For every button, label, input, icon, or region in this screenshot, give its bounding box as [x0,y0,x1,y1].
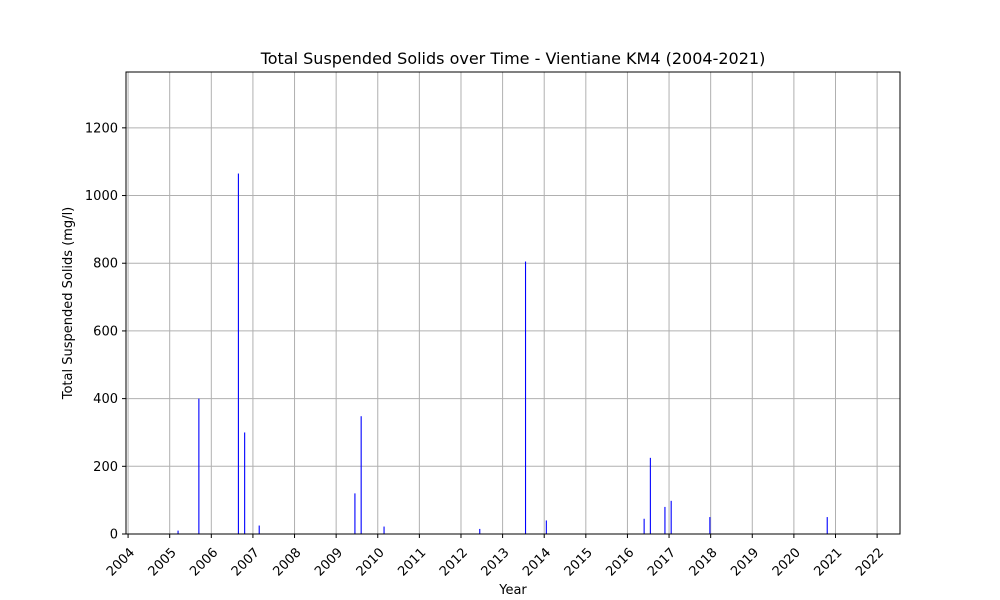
bar [649,457,651,534]
plot-frame [125,71,901,535]
bar [177,530,179,534]
bar [244,432,246,534]
x-tick-label: 2016 [603,545,637,579]
y-tick-label: 400 [93,392,118,407]
y-tick-label: 200 [93,460,118,475]
x-tick-label: 2010 [354,545,388,579]
y-axis-label: Total Suspended Solids (mg/l) [61,207,76,401]
x-tick-label: 2020 [770,545,804,579]
plot-background [126,72,900,534]
bar [670,500,672,534]
y-tick-label: 1000 [85,189,118,204]
x-tick-label: 2006 [187,545,221,579]
bar [198,398,200,534]
bar [383,526,385,534]
bar [826,517,828,534]
x-tick-label: 2018 [687,545,721,579]
bar [545,520,547,534]
bar [524,261,527,534]
bar [258,525,260,534]
x-tick-label: 2013 [479,545,513,579]
y-tick-label: 1200 [85,121,118,136]
bar [643,518,645,534]
x-axis-label: Year [498,583,527,598]
y-tick-label: 600 [93,324,118,339]
x-tick-label: 2015 [562,545,596,579]
x-tick-label: 2004 [104,545,138,579]
bar [360,416,362,534]
bar [709,517,711,534]
bar [664,506,666,534]
bar [354,493,356,534]
x-tick-label: 2022 [853,545,887,579]
x-tick-label: 2021 [811,545,845,579]
x-axis-ticks: 2004 2005 2006 2007 2008 2009 2010 2011 2012 2013… [104,534,887,579]
y-tick-label: 800 [93,257,118,272]
y-tick-label: 0 [110,528,118,543]
bar [479,528,481,534]
bars [177,173,828,535]
x-tick-label: 2005 [146,545,180,579]
x-tick-label: 2008 [270,545,304,579]
x-tick-label: 2014 [520,545,554,579]
x-tick-label: 2017 [645,545,679,579]
x-tick-label: 2011 [395,545,429,579]
y-axis-ticks: 0 200 400 600 800 1000 1200 [85,121,126,543]
x-tick-label: 2007 [229,545,263,579]
x-tick-label: 2012 [437,545,471,579]
chart-title: Total Suspended Solids over Time - Vient… [260,49,766,68]
x-tick-label: 2009 [312,545,346,579]
grid-lines [126,72,900,535]
x-tick-label: 2019 [728,545,762,579]
bar [237,173,239,535]
